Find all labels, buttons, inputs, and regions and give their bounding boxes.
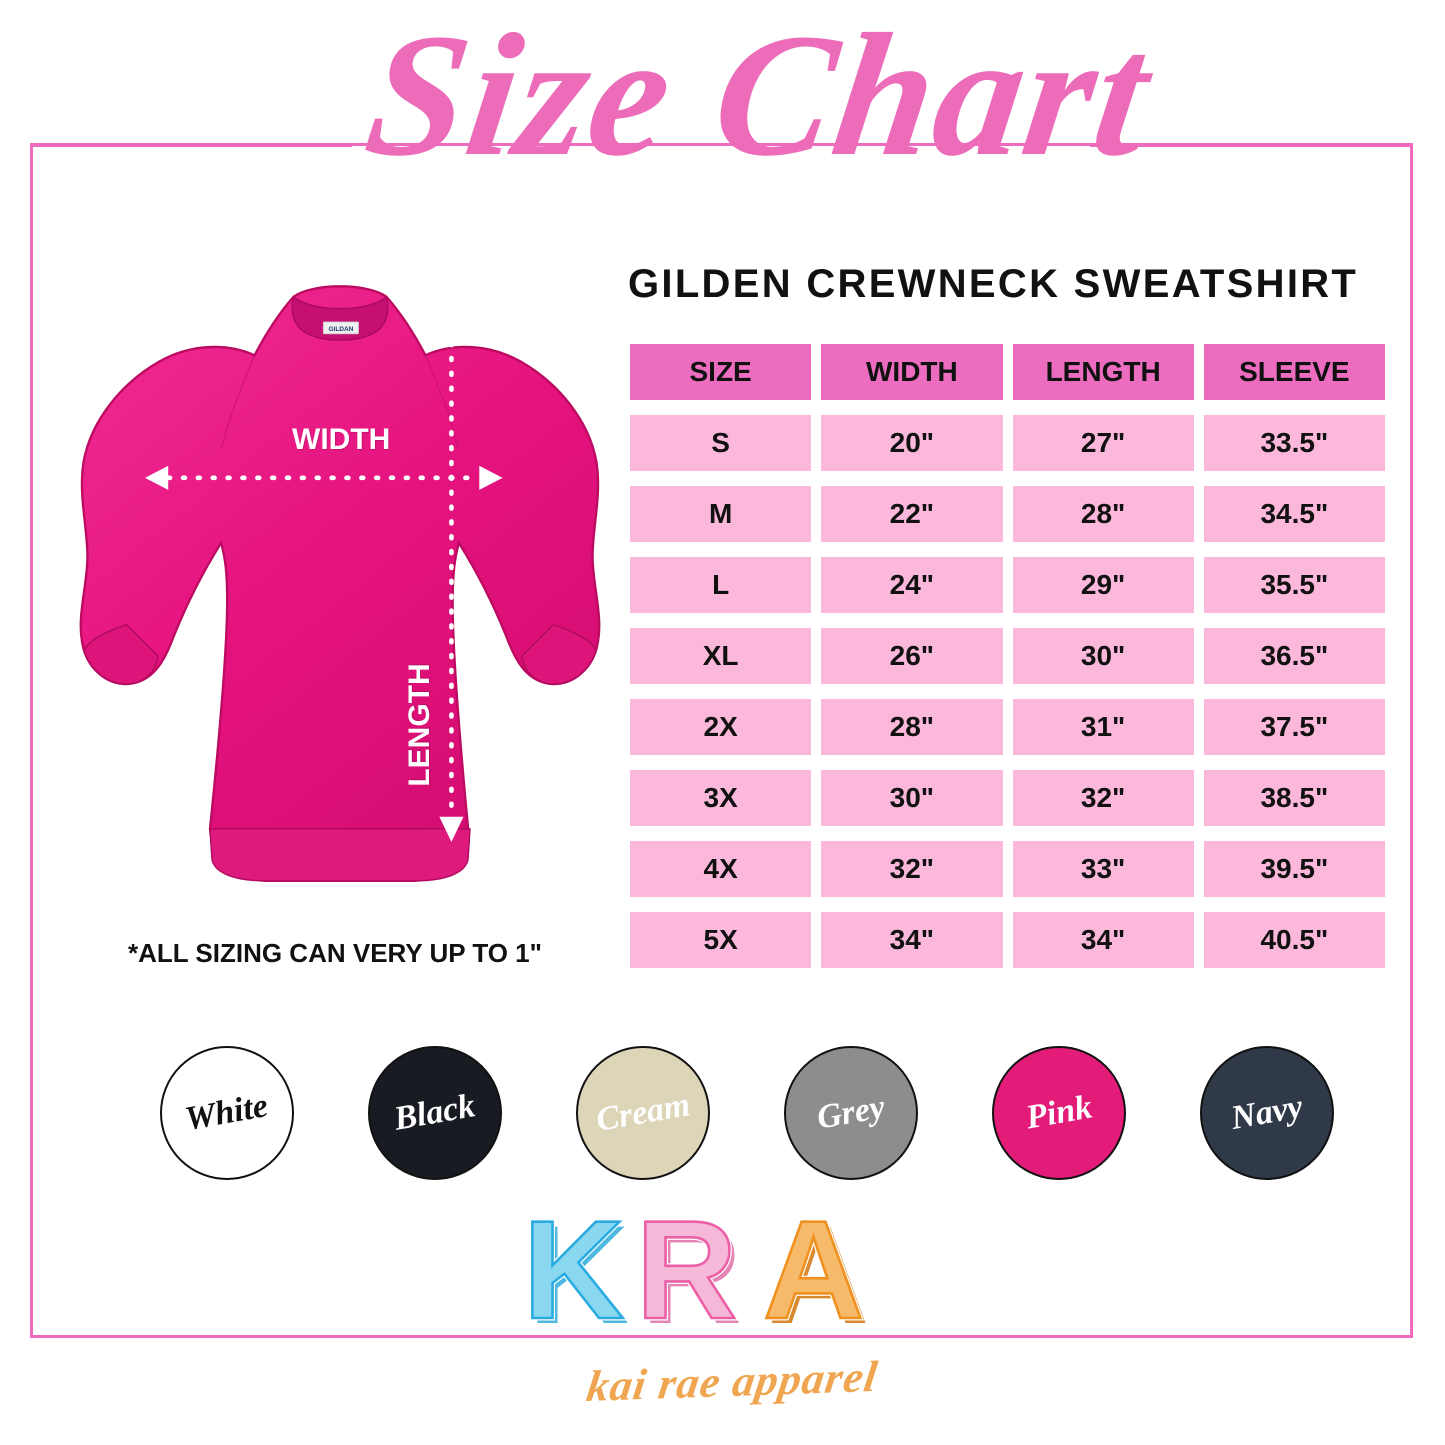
svg-text:GILDAN: GILDAN (328, 326, 353, 333)
svg-text:R: R (636, 1195, 737, 1348)
svg-text:A: A (763, 1195, 864, 1348)
svg-text:K: K (528, 1195, 624, 1348)
